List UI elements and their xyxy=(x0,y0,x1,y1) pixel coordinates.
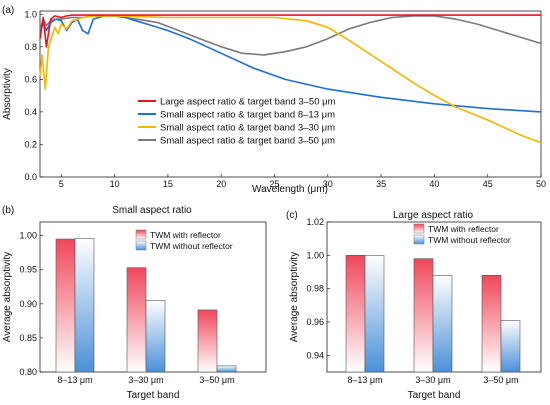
panel-a-x-tick-label: 30 xyxy=(323,179,333,189)
panel-b-legend-entry-1: TWM without reflector xyxy=(150,241,233,251)
panel-a-label: (a) xyxy=(2,5,14,16)
panel-c-y-tick-label: 1.02 xyxy=(306,217,324,227)
panel-a-legend-entry-0: Large aspect ratio & target band 3–50 μm xyxy=(160,97,336,108)
panel-b-legend-entry-0: TWM with reflector xyxy=(150,230,221,240)
panel-c-bar-chart: (c) Large aspect ratio 0.94 0.96 0.98 1.00 1… xyxy=(286,210,542,401)
panel-b-bar-without-reflector xyxy=(74,238,95,373)
panel-b-bar-without-reflector xyxy=(145,300,166,373)
panel-a-legend-entry-3: Small aspect ratio & target band 3–50 μm xyxy=(160,136,335,147)
panel-a-y-tick-label: 0.0 xyxy=(24,172,37,182)
panel-a-series-line-0 xyxy=(39,14,541,48)
panel-c-ticks: 0.94 0.96 0.98 1.00 1.02 xyxy=(306,217,330,360)
panel-b-title: Small aspect ratio xyxy=(112,205,192,216)
panel-b-bar-without-reflector xyxy=(216,365,237,373)
panel-a-x-tick-label: 5 xyxy=(59,179,64,189)
panel-a-plot-frame xyxy=(39,10,542,178)
panel-a-x-tick-label: 45 xyxy=(483,179,493,189)
panel-b-y-axis-label: Average absorptivity xyxy=(2,252,13,342)
panel-a-y-tick-label: 0.6 xyxy=(24,74,37,84)
panel-c-legend-entry-0: TWM with reflector xyxy=(428,224,499,234)
panel-c-y-tick-label: 0.94 xyxy=(306,350,324,360)
panel-b-y-tick-label: 0.90 xyxy=(19,299,37,309)
panel-b-bar-with-reflector xyxy=(197,309,218,373)
panel-c-x-axis-label: Target band xyxy=(408,390,461,401)
panel-c-category-label: 3–30 μm xyxy=(415,375,450,385)
panel-a-y-tick-label: 0.8 xyxy=(24,42,37,52)
panel-a-x-axis-label: Wavelength (μm) xyxy=(252,184,328,195)
panel-a-x-tick-label: 10 xyxy=(110,179,120,189)
panel-a-x-tick-label: 40 xyxy=(429,179,439,189)
panel-c-category-label: 3–50 μm xyxy=(483,375,518,385)
panel-c-bars: 8–13 μm 3–30 μm 3–50 μm xyxy=(345,255,521,385)
panel-a-x-tick-label: 50 xyxy=(536,179,546,189)
panel-a-y-tick-label: 0.4 xyxy=(24,107,37,117)
panel-c-title: Large aspect ratio xyxy=(393,210,473,221)
panel-b-x-axis-label: Target band xyxy=(127,390,180,401)
panel-b-y-tick-label: 1.00 xyxy=(19,231,37,241)
panel-a-legend-entry-1: Small aspect ratio & target band 8–13 μm xyxy=(160,110,335,121)
panel-b-y-tick-label: 0.80 xyxy=(19,367,37,377)
panel-c-bar-with-reflector xyxy=(345,255,366,373)
panel-c-bar-without-reflector xyxy=(500,320,521,373)
panel-a-x-tick-label: 20 xyxy=(216,179,226,189)
panel-c-y-tick-label: 0.96 xyxy=(306,317,324,327)
panel-a-series-lines xyxy=(39,14,542,144)
panel-b-bar-with-reflector xyxy=(126,267,147,373)
panel-c-y-axis-label: Average absorptivity xyxy=(289,252,300,342)
panel-a-line-chart: (a) 5 10 15 20 25 30 35 40 45 50 0.0 0.2 0.4 0.6 0.8 1.… xyxy=(2,5,546,195)
panel-a-legend-entry-2: Small aspect ratio & target band 3–30 μm xyxy=(160,123,335,134)
panel-b-bars: 8–13 μm 3–30 μm 3–50 μm xyxy=(55,238,237,385)
panel-a-y-axis-label: Absorptivity xyxy=(2,68,13,120)
panel-b-bar-chart: (b) Small aspect ratio 0.80 0.85 0.90 0.95 1… xyxy=(2,205,267,401)
panel-c-bar-without-reflector xyxy=(432,275,453,373)
panel-c-legend-swatch-0 xyxy=(413,223,425,234)
panel-c-legend-entry-1: TWM without reflector xyxy=(428,235,511,245)
panel-a-y-tick-label: 0.2 xyxy=(24,139,37,149)
panel-c-category-label: 8–13 μm xyxy=(347,375,382,385)
panel-c-legend-swatch-1 xyxy=(413,234,425,245)
panel-c-y-tick-label: 0.98 xyxy=(306,284,324,294)
panel-c-label: (c) xyxy=(286,210,298,221)
panel-b-category-label: 3–30 μm xyxy=(128,375,163,385)
panel-a-x-tick-label: 15 xyxy=(163,179,173,189)
panel-b-y-tick-label: 0.85 xyxy=(19,333,37,343)
panel-a-series-line-3 xyxy=(39,15,542,56)
panel-b-category-label: 8–13 μm xyxy=(57,375,92,385)
panel-a-legend: Large aspect ratio & target band 3–50 μm… xyxy=(138,97,336,147)
panel-b-category-label: 3–50 μm xyxy=(199,375,234,385)
panel-b-bar-with-reflector xyxy=(55,238,76,373)
panel-b-legend-swatch-0 xyxy=(135,229,147,240)
panel-c-y-tick-label: 1.00 xyxy=(306,250,324,260)
panel-a-ticks: 5 10 15 20 25 30 35 40 45 50 0.0 0.2 0.4 0.6 0.8 1.0 xyxy=(24,9,546,189)
panel-b-label: (b) xyxy=(2,205,14,216)
panel-c-bar-with-reflector xyxy=(481,275,502,373)
panel-a-x-tick-label: 35 xyxy=(376,179,386,189)
panel-c-bar-with-reflector xyxy=(413,258,434,373)
panel-b-legend-swatch-1 xyxy=(135,240,147,251)
panel-a-x-tick-label: 25 xyxy=(270,179,280,189)
panel-b-y-tick-label: 0.95 xyxy=(19,265,37,275)
panel-a-y-tick-label: 1.0 xyxy=(24,9,37,19)
panel-a-series-line-2 xyxy=(39,15,542,144)
panel-b-ticks: 0.80 0.85 0.90 0.95 1.00 xyxy=(19,231,43,377)
panel-c-bar-without-reflector xyxy=(364,255,385,373)
